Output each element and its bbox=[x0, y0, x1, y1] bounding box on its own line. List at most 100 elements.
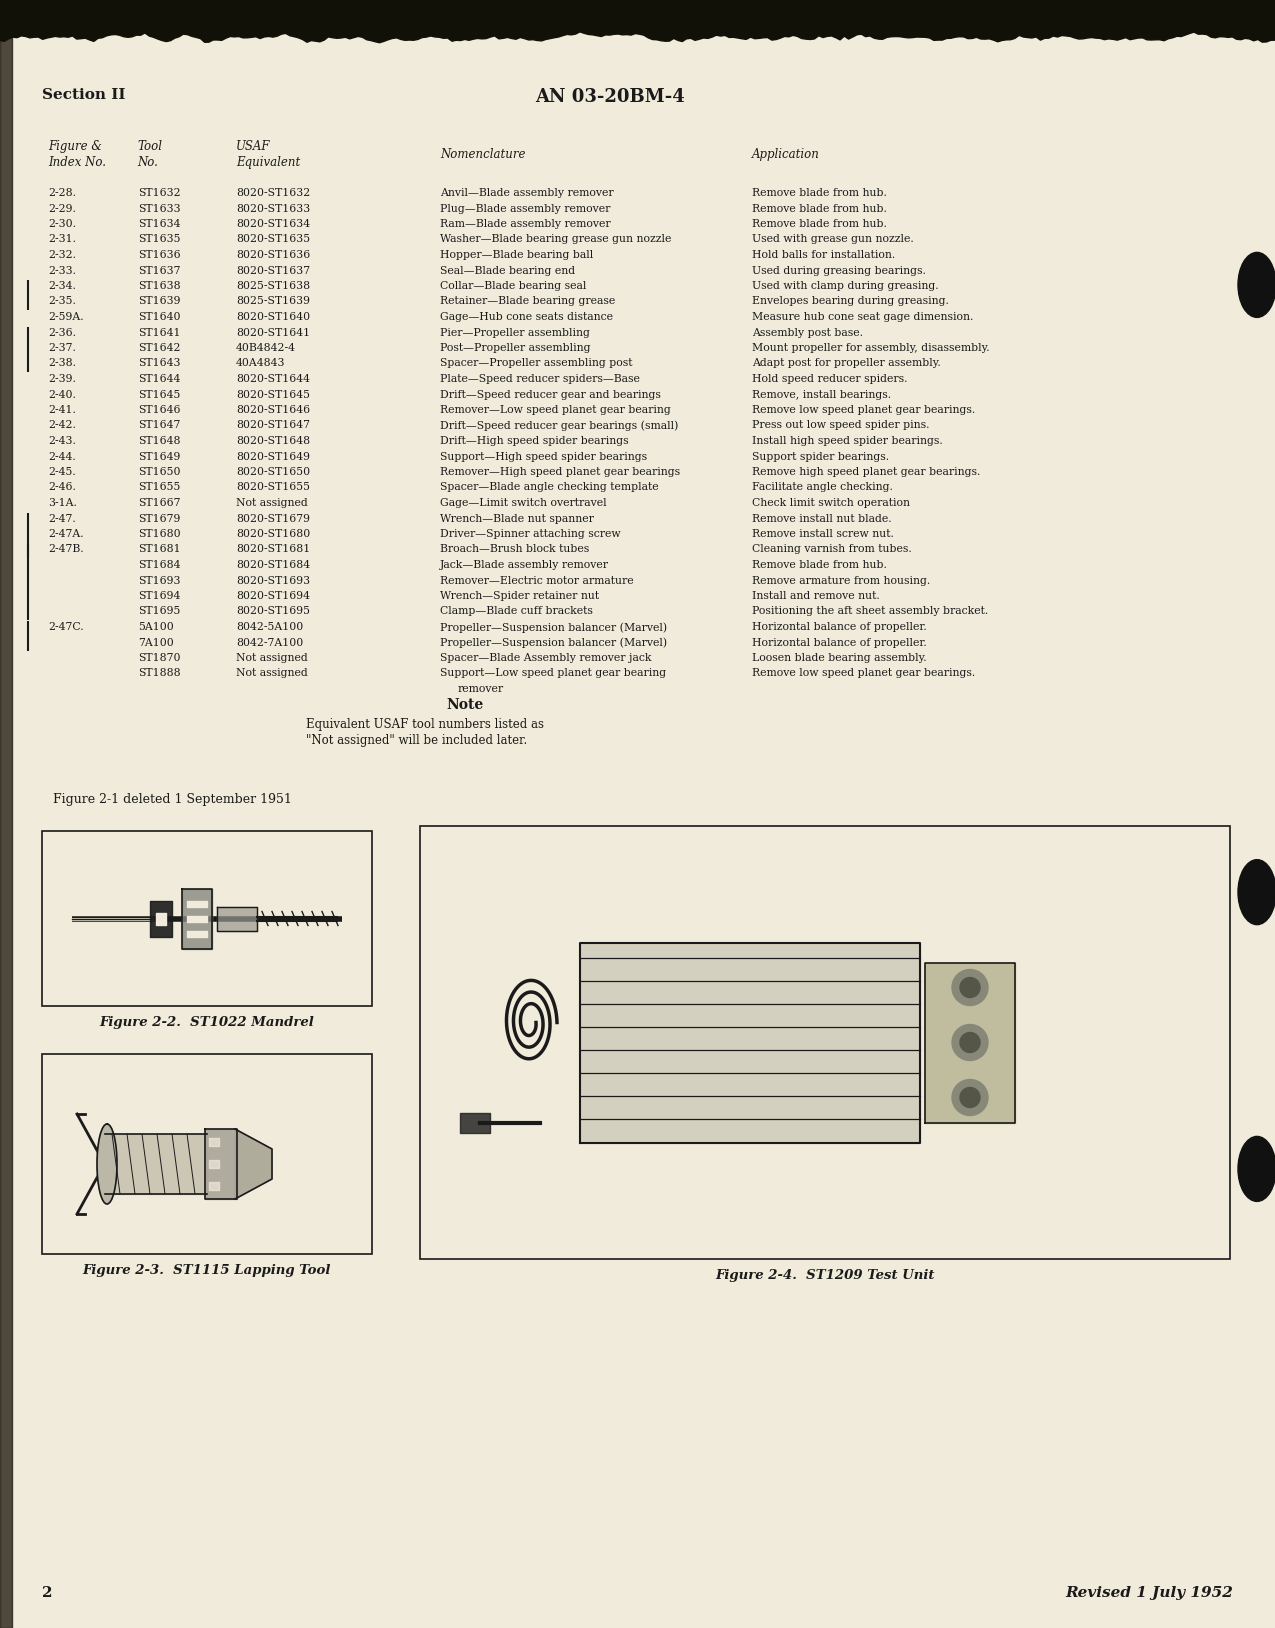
Text: Note: Note bbox=[446, 698, 485, 711]
Text: Drift—Speed reducer gear bearings (small): Drift—Speed reducer gear bearings (small… bbox=[440, 420, 678, 431]
Text: Clamp—Blade cuff brackets: Clamp—Blade cuff brackets bbox=[440, 607, 593, 617]
Text: Assembly post base.: Assembly post base. bbox=[752, 327, 863, 337]
Text: 8020-ST1693: 8020-ST1693 bbox=[236, 576, 310, 586]
Text: ST1681: ST1681 bbox=[138, 544, 180, 555]
Text: USAF: USAF bbox=[236, 140, 270, 153]
Text: "Not assigned" will be included later.: "Not assigned" will be included later. bbox=[306, 734, 528, 747]
Text: 8020-ST1694: 8020-ST1694 bbox=[236, 591, 310, 601]
Ellipse shape bbox=[1238, 860, 1275, 925]
Text: Post—Propeller assembling: Post—Propeller assembling bbox=[440, 344, 590, 353]
Text: 40A4843: 40A4843 bbox=[236, 358, 286, 368]
Text: Used with clamp during greasing.: Used with clamp during greasing. bbox=[752, 282, 938, 291]
Text: Anvil—Blade assembly remover: Anvil—Blade assembly remover bbox=[440, 187, 613, 199]
Text: Wrench—Spider retainer nut: Wrench—Spider retainer nut bbox=[440, 591, 599, 601]
Text: 2-31.: 2-31. bbox=[48, 234, 76, 244]
Text: ST1644: ST1644 bbox=[138, 374, 180, 384]
Text: Nomenclature: Nomenclature bbox=[440, 148, 525, 161]
Text: Remover—Low speed planet gear bearing: Remover—Low speed planet gear bearing bbox=[440, 405, 671, 415]
Text: ST1648: ST1648 bbox=[138, 436, 180, 446]
Text: Measure hub cone seat gage dimension.: Measure hub cone seat gage dimension. bbox=[752, 313, 974, 322]
Text: Plate—Speed reducer spiders—Base: Plate—Speed reducer spiders—Base bbox=[440, 374, 640, 384]
Text: 2-46.: 2-46. bbox=[48, 482, 76, 493]
Text: Not assigned: Not assigned bbox=[236, 653, 307, 663]
Text: Revised 1 July 1952: Revised 1 July 1952 bbox=[1065, 1586, 1233, 1600]
Text: 8020-ST1632: 8020-ST1632 bbox=[236, 187, 310, 199]
Text: Used with grease gun nozzle.: Used with grease gun nozzle. bbox=[752, 234, 914, 244]
Text: Envelopes bearing during greasing.: Envelopes bearing during greasing. bbox=[752, 296, 949, 306]
Text: 8020-ST1684: 8020-ST1684 bbox=[236, 560, 310, 570]
Text: Remove blade from hub.: Remove blade from hub. bbox=[752, 220, 887, 230]
Text: ST1650: ST1650 bbox=[138, 467, 180, 477]
Text: ST1642: ST1642 bbox=[138, 344, 180, 353]
Text: Drift—High speed spider bearings: Drift—High speed spider bearings bbox=[440, 436, 629, 446]
Text: 8020-ST1634: 8020-ST1634 bbox=[236, 220, 310, 230]
Text: Press out low speed spider pins.: Press out low speed spider pins. bbox=[752, 420, 929, 430]
Text: Figure 2-2.  ST1022 Mandrel: Figure 2-2. ST1022 Mandrel bbox=[99, 1016, 315, 1029]
Text: Seal—Blade bearing end: Seal—Blade bearing end bbox=[440, 265, 575, 275]
Text: Remove install screw nut.: Remove install screw nut. bbox=[752, 529, 894, 539]
Text: Spacer—Propeller assembling post: Spacer—Propeller assembling post bbox=[440, 358, 632, 368]
Ellipse shape bbox=[97, 1123, 117, 1205]
Text: Cleaning varnish from tubes.: Cleaning varnish from tubes. bbox=[752, 544, 912, 555]
Text: Ram—Blade assembly remover: Ram—Blade assembly remover bbox=[440, 220, 611, 230]
Text: Index No.: Index No. bbox=[48, 156, 106, 169]
Circle shape bbox=[952, 1079, 988, 1115]
Text: Figure 2-1 deleted 1 September 1951: Figure 2-1 deleted 1 September 1951 bbox=[54, 793, 292, 806]
Text: Not assigned: Not assigned bbox=[236, 498, 307, 508]
Polygon shape bbox=[580, 943, 921, 1143]
Text: Loosen blade bearing assembly.: Loosen blade bearing assembly. bbox=[752, 653, 927, 663]
Text: 8020-ST1681: 8020-ST1681 bbox=[236, 544, 310, 555]
Circle shape bbox=[960, 977, 980, 998]
Text: ST1636: ST1636 bbox=[138, 251, 180, 260]
Text: 2-28.: 2-28. bbox=[48, 187, 76, 199]
Text: Figure 2-3.  ST1115 Lapping Tool: Figure 2-3. ST1115 Lapping Tool bbox=[83, 1263, 332, 1276]
Text: 2-45.: 2-45. bbox=[48, 467, 76, 477]
Text: Remove blade from hub.: Remove blade from hub. bbox=[752, 204, 887, 213]
Text: Gage—Hub cone seats distance: Gage—Hub cone seats distance bbox=[440, 313, 613, 322]
Text: Remove blade from hub.: Remove blade from hub. bbox=[752, 187, 887, 199]
Text: ST1667: ST1667 bbox=[138, 498, 180, 508]
Text: 2-37.: 2-37. bbox=[48, 344, 76, 353]
Text: Spacer—Blade Assembly remover jack: Spacer—Blade Assembly remover jack bbox=[440, 653, 652, 663]
Text: ST1870: ST1870 bbox=[138, 653, 180, 663]
Circle shape bbox=[952, 970, 988, 1006]
Text: 2-47.: 2-47. bbox=[48, 513, 76, 524]
Text: ST1680: ST1680 bbox=[138, 529, 180, 539]
Text: Application: Application bbox=[752, 148, 820, 161]
Text: Facilitate angle checking.: Facilitate angle checking. bbox=[752, 482, 892, 493]
Text: ST1684: ST1684 bbox=[138, 560, 180, 570]
Text: ST1695: ST1695 bbox=[138, 607, 180, 617]
Text: ST1645: ST1645 bbox=[138, 389, 180, 399]
Text: ST1633: ST1633 bbox=[138, 204, 180, 213]
Text: Support—Low speed planet gear bearing: Support—Low speed planet gear bearing bbox=[440, 669, 666, 679]
Text: Install high speed spider bearings.: Install high speed spider bearings. bbox=[752, 436, 944, 446]
Text: 2-39.: 2-39. bbox=[48, 374, 76, 384]
Text: 2-47C.: 2-47C. bbox=[48, 622, 84, 632]
Circle shape bbox=[960, 1088, 980, 1107]
Text: 8020-ST1649: 8020-ST1649 bbox=[236, 451, 310, 461]
Text: Remove, install bearings.: Remove, install bearings. bbox=[752, 389, 891, 399]
Text: Section II: Section II bbox=[42, 88, 125, 103]
Text: Remove low speed planet gear bearings.: Remove low speed planet gear bearings. bbox=[752, 405, 975, 415]
Text: Driver—Spinner attaching screw: Driver—Spinner attaching screw bbox=[440, 529, 621, 539]
Text: ST1639: ST1639 bbox=[138, 296, 180, 306]
Text: 2-59A.: 2-59A. bbox=[48, 313, 84, 322]
Text: Equivalent: Equivalent bbox=[236, 156, 300, 169]
Text: Mount propeller for assembly, disassembly.: Mount propeller for assembly, disassembl… bbox=[752, 344, 989, 353]
Polygon shape bbox=[235, 1128, 272, 1198]
Text: 8020-ST1633: 8020-ST1633 bbox=[236, 204, 310, 213]
Text: 2-47A.: 2-47A. bbox=[48, 529, 84, 539]
Text: Not assigned: Not assigned bbox=[236, 669, 307, 679]
Text: Drift—Speed reducer gear and bearings: Drift—Speed reducer gear and bearings bbox=[440, 389, 660, 399]
Text: 8020-ST1640: 8020-ST1640 bbox=[236, 313, 310, 322]
Text: ST1641: ST1641 bbox=[138, 327, 180, 337]
Text: 2-38.: 2-38. bbox=[48, 358, 76, 368]
Circle shape bbox=[960, 1032, 980, 1052]
Text: 8020-ST1641: 8020-ST1641 bbox=[236, 327, 310, 337]
Text: Remove install nut blade.: Remove install nut blade. bbox=[752, 513, 892, 524]
Text: Used during greasing bearings.: Used during greasing bearings. bbox=[752, 265, 926, 275]
Text: 7A100: 7A100 bbox=[138, 638, 173, 648]
Text: Equivalent USAF tool numbers listed as: Equivalent USAF tool numbers listed as bbox=[306, 718, 544, 731]
Text: 8025-ST1638: 8025-ST1638 bbox=[236, 282, 310, 291]
Text: 8025-ST1639: 8025-ST1639 bbox=[236, 296, 310, 306]
